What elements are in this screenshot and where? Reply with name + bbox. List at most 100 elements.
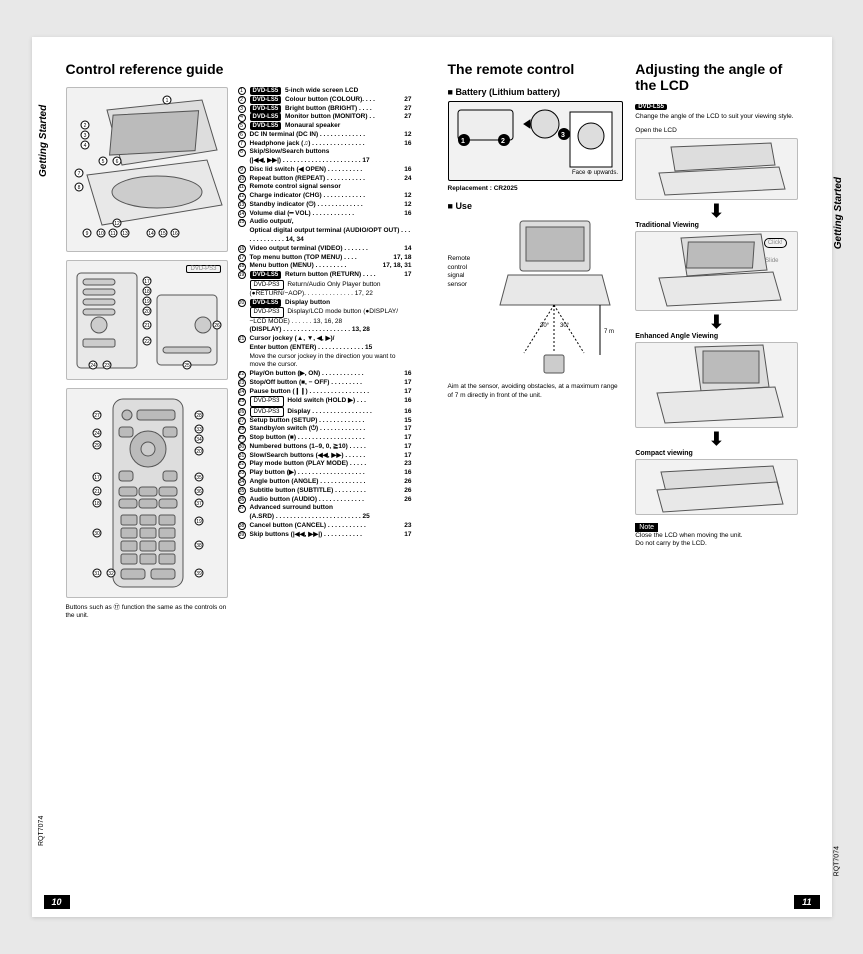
ref-item: Charge indicator (CHG) . . . . . . . . .… bbox=[238, 192, 412, 201]
ref-item: Play button (▶) . . . . . . . . . . . . … bbox=[238, 469, 412, 478]
illustrations-column: 1 2 3 4 5 6 7 8 9 10 11 13 14 bbox=[66, 87, 228, 621]
ref-item: Pause button (❙❙) . . . . . . . . . . . … bbox=[238, 388, 412, 397]
svg-text:34: 34 bbox=[196, 437, 202, 443]
use-illustration: 30° 30° 7 m bbox=[488, 215, 624, 375]
page-number-right: 11 bbox=[794, 895, 819, 909]
svg-text:6: 6 bbox=[115, 159, 118, 165]
svg-text:7 m: 7 m bbox=[604, 329, 614, 335]
svg-text:12: 12 bbox=[114, 221, 120, 227]
svg-text:18: 18 bbox=[94, 501, 100, 507]
traditional-illustration: Click! Slide bbox=[635, 231, 797, 311]
svg-text:2: 2 bbox=[501, 138, 505, 145]
svg-text:33: 33 bbox=[196, 427, 202, 433]
ref-item: DVD-LS5 Display button bbox=[238, 299, 412, 308]
manual-spread: Getting Started RQT7074 10 Control refer… bbox=[32, 37, 832, 917]
ref-item: Subtitle button (SUBTITLE) . . . . . . .… bbox=[238, 487, 412, 496]
remote-heading: The remote control bbox=[448, 61, 624, 77]
ref-item: Audio button (AUDIO) . . . . . . . . . .… bbox=[238, 496, 412, 505]
battery-illustration: 1 2 3 Face ⊕ upwards. bbox=[448, 101, 624, 181]
svg-text:35: 35 bbox=[196, 475, 202, 481]
ref-item: Standby/on switch (⏻) . . . . . . . . . … bbox=[238, 425, 412, 434]
ref-item: Standby indicator (⏻) . . . . . . . . . … bbox=[238, 201, 412, 210]
remote-control-section: The remote control Battery (Lithium batt… bbox=[448, 61, 624, 549]
ref-item: Skip buttons (|◀◀, ▶▶|) . . . . . . . . … bbox=[238, 531, 412, 540]
svg-text:21: 21 bbox=[144, 323, 150, 329]
doc-code-right: RQT7074 bbox=[834, 846, 841, 876]
svg-text:18: 18 bbox=[144, 289, 150, 295]
svg-text:1: 1 bbox=[165, 98, 168, 104]
open-lcd-label: Open the LCD bbox=[635, 127, 797, 135]
ref-item: Stop/Off button (■, − OFF) . . . . . . .… bbox=[238, 379, 412, 388]
ref-item: Cancel button (CANCEL) . . . . . . . . .… bbox=[238, 522, 412, 531]
svg-text:28: 28 bbox=[196, 413, 202, 419]
ref-item: DVD-LS5 Return button (RETURN) . . . .17 bbox=[238, 271, 412, 280]
svg-text:20: 20 bbox=[196, 449, 202, 455]
ref-item: DVD-LS5 Monitor button (MONITOR) . .27 bbox=[238, 113, 412, 122]
ref-item: Skip/Slow/Search buttons bbox=[238, 148, 412, 157]
ref-item: DC IN terminal (DC IN) . . . . . . . . .… bbox=[238, 131, 412, 140]
ref-item: DVD-PS3 Hold switch (HOLD ▶) . . .16 bbox=[238, 396, 412, 406]
svg-text:25: 25 bbox=[184, 363, 190, 369]
ref-item: Disc lid switch (◀ OPEN) . . . . . . . .… bbox=[238, 166, 412, 175]
svg-text:31: 31 bbox=[94, 571, 100, 577]
svg-text:29: 29 bbox=[94, 443, 100, 449]
svg-text:23: 23 bbox=[104, 363, 110, 369]
adjust-intro: Change the angle of the LCD to suit your… bbox=[635, 113, 797, 121]
page-number-left: 10 bbox=[44, 895, 70, 909]
ref-item: Headphone jack (♫) . . . . . . . . . . .… bbox=[238, 140, 412, 149]
svg-text:4: 4 bbox=[83, 143, 86, 149]
svg-text:5: 5 bbox=[101, 159, 104, 165]
arrow-icon: ⬇ bbox=[635, 313, 797, 331]
ref-item: Cursor jockey (▲, ▼, ◀, ▶)/ bbox=[238, 335, 412, 344]
svg-text:14: 14 bbox=[148, 231, 154, 237]
reference-list: DVD-LS5 5-inch wide screen LCDDVD-LS5 Co… bbox=[238, 87, 412, 621]
svg-text:38: 38 bbox=[196, 543, 202, 549]
svg-text:11: 11 bbox=[110, 231, 115, 237]
ref-item: Angle button (ANGLE) . . . . . . . . . .… bbox=[238, 478, 412, 487]
control-guide-heading: Control reference guide bbox=[66, 61, 412, 77]
svg-text:2: 2 bbox=[83, 123, 86, 129]
svg-text:37: 37 bbox=[196, 501, 202, 507]
note-label: Note bbox=[635, 523, 658, 532]
adjust-heading: Adjusting the angle of the LCD bbox=[635, 61, 797, 93]
ref-item: DVD-LS5 5-inch wide screen LCD bbox=[238, 87, 412, 96]
doc-code-left: RQT7074 bbox=[38, 816, 45, 846]
svg-text:Face ⊕ upwards.: Face ⊕ upwards. bbox=[572, 170, 618, 176]
remote-illustration: 27 24 29 17 21 18 30 31 28 33 34 20 bbox=[66, 388, 228, 598]
ref-item: Slow/Search buttons (◀◀, ▶▶) . . . . . .… bbox=[238, 452, 412, 461]
ref-item: Top menu button (TOP MENU) . . . .17, 18 bbox=[238, 254, 412, 263]
svg-text:9: 9 bbox=[85, 231, 88, 237]
svg-text:10: 10 bbox=[98, 231, 104, 237]
ref-item: Numbered buttons (1–9, 0, ≧10) . . . . .… bbox=[238, 443, 412, 452]
svg-text:15: 15 bbox=[160, 231, 166, 237]
ref-item: Repeat button (REPEAT) . . . . . . . . .… bbox=[238, 175, 412, 184]
svg-text:3: 3 bbox=[561, 132, 565, 139]
ref-item: Audio output/, bbox=[238, 218, 412, 227]
sensor-label: Remote control signal sensor bbox=[448, 255, 484, 289]
svg-text:19: 19 bbox=[144, 299, 150, 305]
enhanced-illustration bbox=[635, 342, 797, 428]
page-right: Getting Started RQT7074 11 The remote co… bbox=[432, 37, 832, 917]
svg-text:8: 8 bbox=[77, 185, 80, 191]
note-text-2: Do not carry by the LCD. bbox=[635, 540, 797, 548]
ref-item: Remote control signal sensor bbox=[238, 183, 412, 192]
ref-item: Stop button (■) . . . . . . . . . . . . … bbox=[238, 434, 412, 443]
ref-item: DVD-LS5 Colour button (COLOUR). . . .27 bbox=[238, 96, 412, 105]
arrow-icon: ⬇ bbox=[635, 430, 797, 448]
svg-text:27: 27 bbox=[94, 413, 100, 419]
svg-text:13: 13 bbox=[122, 231, 128, 237]
svg-text:39: 39 bbox=[196, 571, 202, 577]
side-panel-illustration: DVD-PS3 bbox=[66, 260, 228, 380]
ref-item: Volume dial (━ VOL) . . . . . . . . . . … bbox=[238, 210, 412, 219]
section-label-left: Getting Started bbox=[38, 105, 49, 177]
ref-item: DVD-LS5 Bright button (BRIGHT) . . . .27 bbox=[238, 105, 412, 114]
ref-item: Advanced surround button bbox=[238, 504, 412, 513]
model-badge: DVD-LS5 bbox=[635, 104, 667, 110]
svg-text:30: 30 bbox=[94, 531, 100, 537]
section-label-right: Getting Started bbox=[834, 177, 845, 249]
svg-text:26: 26 bbox=[214, 323, 220, 329]
replacement-label: Replacement : CR2025 bbox=[448, 185, 624, 193]
svg-text:32: 32 bbox=[108, 571, 114, 577]
svg-text:20: 20 bbox=[144, 309, 150, 315]
aim-text: Aim at the sensor, avoiding obstacles, a… bbox=[448, 383, 624, 400]
